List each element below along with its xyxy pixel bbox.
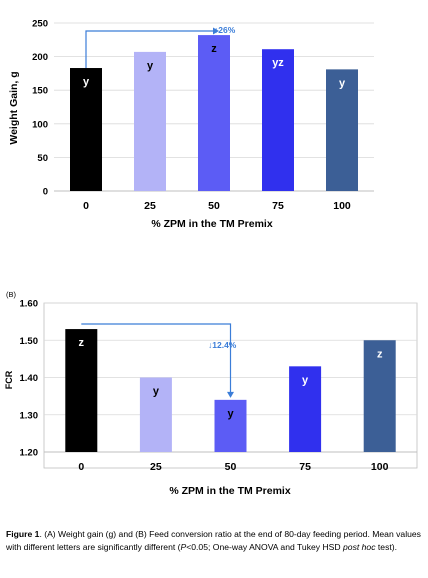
arrow-head <box>227 391 234 398</box>
bar-letter-25: y <box>147 60 154 72</box>
x-tick-labels: 0 25 50 75 100 <box>78 461 388 473</box>
x-axis-label: % ZPM in the TM Premix <box>151 218 273 230</box>
y-tick-label: 50 <box>37 153 48 164</box>
x-tick-label: 25 <box>150 461 162 473</box>
x-tick-label: 50 <box>225 461 237 473</box>
comparison-arrow <box>81 323 234 398</box>
bar-0 <box>65 329 98 452</box>
y-axis-label: FCR <box>4 370 14 389</box>
figure-caption: Figure 1. (A) Weight gain (g) and (B) Fe… <box>6 528 422 553</box>
bar-letter-100: z <box>377 348 383 360</box>
bars <box>65 329 396 452</box>
y-tick-label: 1.60 <box>20 299 39 310</box>
panel-label: (B) <box>6 290 17 299</box>
caption-text-1: . (A) Weight gain (g) and (B) Feed conve… <box>6 529 421 552</box>
caption-post-hoc: post hoc <box>343 541 376 552</box>
bar-letter-50: z <box>211 43 217 55</box>
bar-75 <box>289 366 322 452</box>
y-tick-label: 1.50 <box>20 336 39 347</box>
caption-figure-label: Figure 1 <box>6 529 40 539</box>
bar-25 <box>134 51 166 192</box>
bar-50 <box>214 399 247 452</box>
bar-letter-75: yz <box>272 57 284 69</box>
annotation-label: ↑26% <box>214 25 236 35</box>
bar-75 <box>262 49 294 191</box>
bar-0 <box>70 68 102 191</box>
y-tick-label: 1.30 <box>20 410 39 421</box>
x-tick-label: 25 <box>144 200 156 212</box>
x-tick-label: 75 <box>272 200 284 212</box>
arrow-head <box>213 27 219 35</box>
x-tick-label: 50 <box>208 200 220 212</box>
bar-100 <box>326 69 358 191</box>
y-tick-label: 250 <box>32 19 48 30</box>
y-axis-label: Weight Gain, g <box>8 71 20 144</box>
bar-50 <box>198 35 230 191</box>
x-tick-label: 75 <box>299 461 311 473</box>
bar-25 <box>139 377 172 452</box>
bar-letter-50: y <box>227 408 234 420</box>
bars <box>70 35 358 192</box>
y-tick-labels: 1.20 1.30 1.40 1.50 1.60 <box>20 299 39 459</box>
x-tick-label: 0 <box>78 461 84 473</box>
x-tick-labels: 0 25 50 75 100 <box>83 200 351 212</box>
x-tick-label: 100 <box>333 200 351 212</box>
y-tick-label: 150 <box>32 86 48 97</box>
x-tick-label: 100 <box>371 461 389 473</box>
bar-letter-100: y <box>339 77 346 89</box>
y-tick-label: 1.20 <box>20 448 39 459</box>
x-axis-label: % ZPM in the TM Premix <box>169 485 291 497</box>
caption-text-3: test). <box>375 541 398 552</box>
bar-letter-0: z <box>79 337 85 349</box>
comparison-arrow <box>85 27 219 69</box>
caption-p-value: P <box>180 541 187 552</box>
bar-letter-0: y <box>83 76 90 88</box>
bar-100 <box>363 340 396 452</box>
annotation-label: ↓12.4% <box>208 340 237 350</box>
arrow-path <box>81 323 232 393</box>
bar-letter-75: y <box>302 374 309 386</box>
bar-letter-25: y <box>153 386 160 398</box>
y-tick-labels: 0 50 100 150 200 250 <box>32 19 48 198</box>
y-tick-label: 100 <box>32 119 48 130</box>
y-tick-label: 1.40 <box>20 373 39 384</box>
fcr-chart: (B) z y y y z 1.20 1.30 1.40 1.50 1.60 0 25 50 75 10… <box>4 290 418 497</box>
significance-letters: z y y y z <box>79 337 383 420</box>
arrow-path <box>85 30 214 69</box>
y-tick-label: 200 <box>32 52 48 63</box>
x-tick-label: 0 <box>83 200 89 212</box>
y-tick-label: 0 <box>43 187 48 198</box>
caption-text-2: <0.05; One-way ANOVA and Tukey HSD <box>186 541 344 552</box>
